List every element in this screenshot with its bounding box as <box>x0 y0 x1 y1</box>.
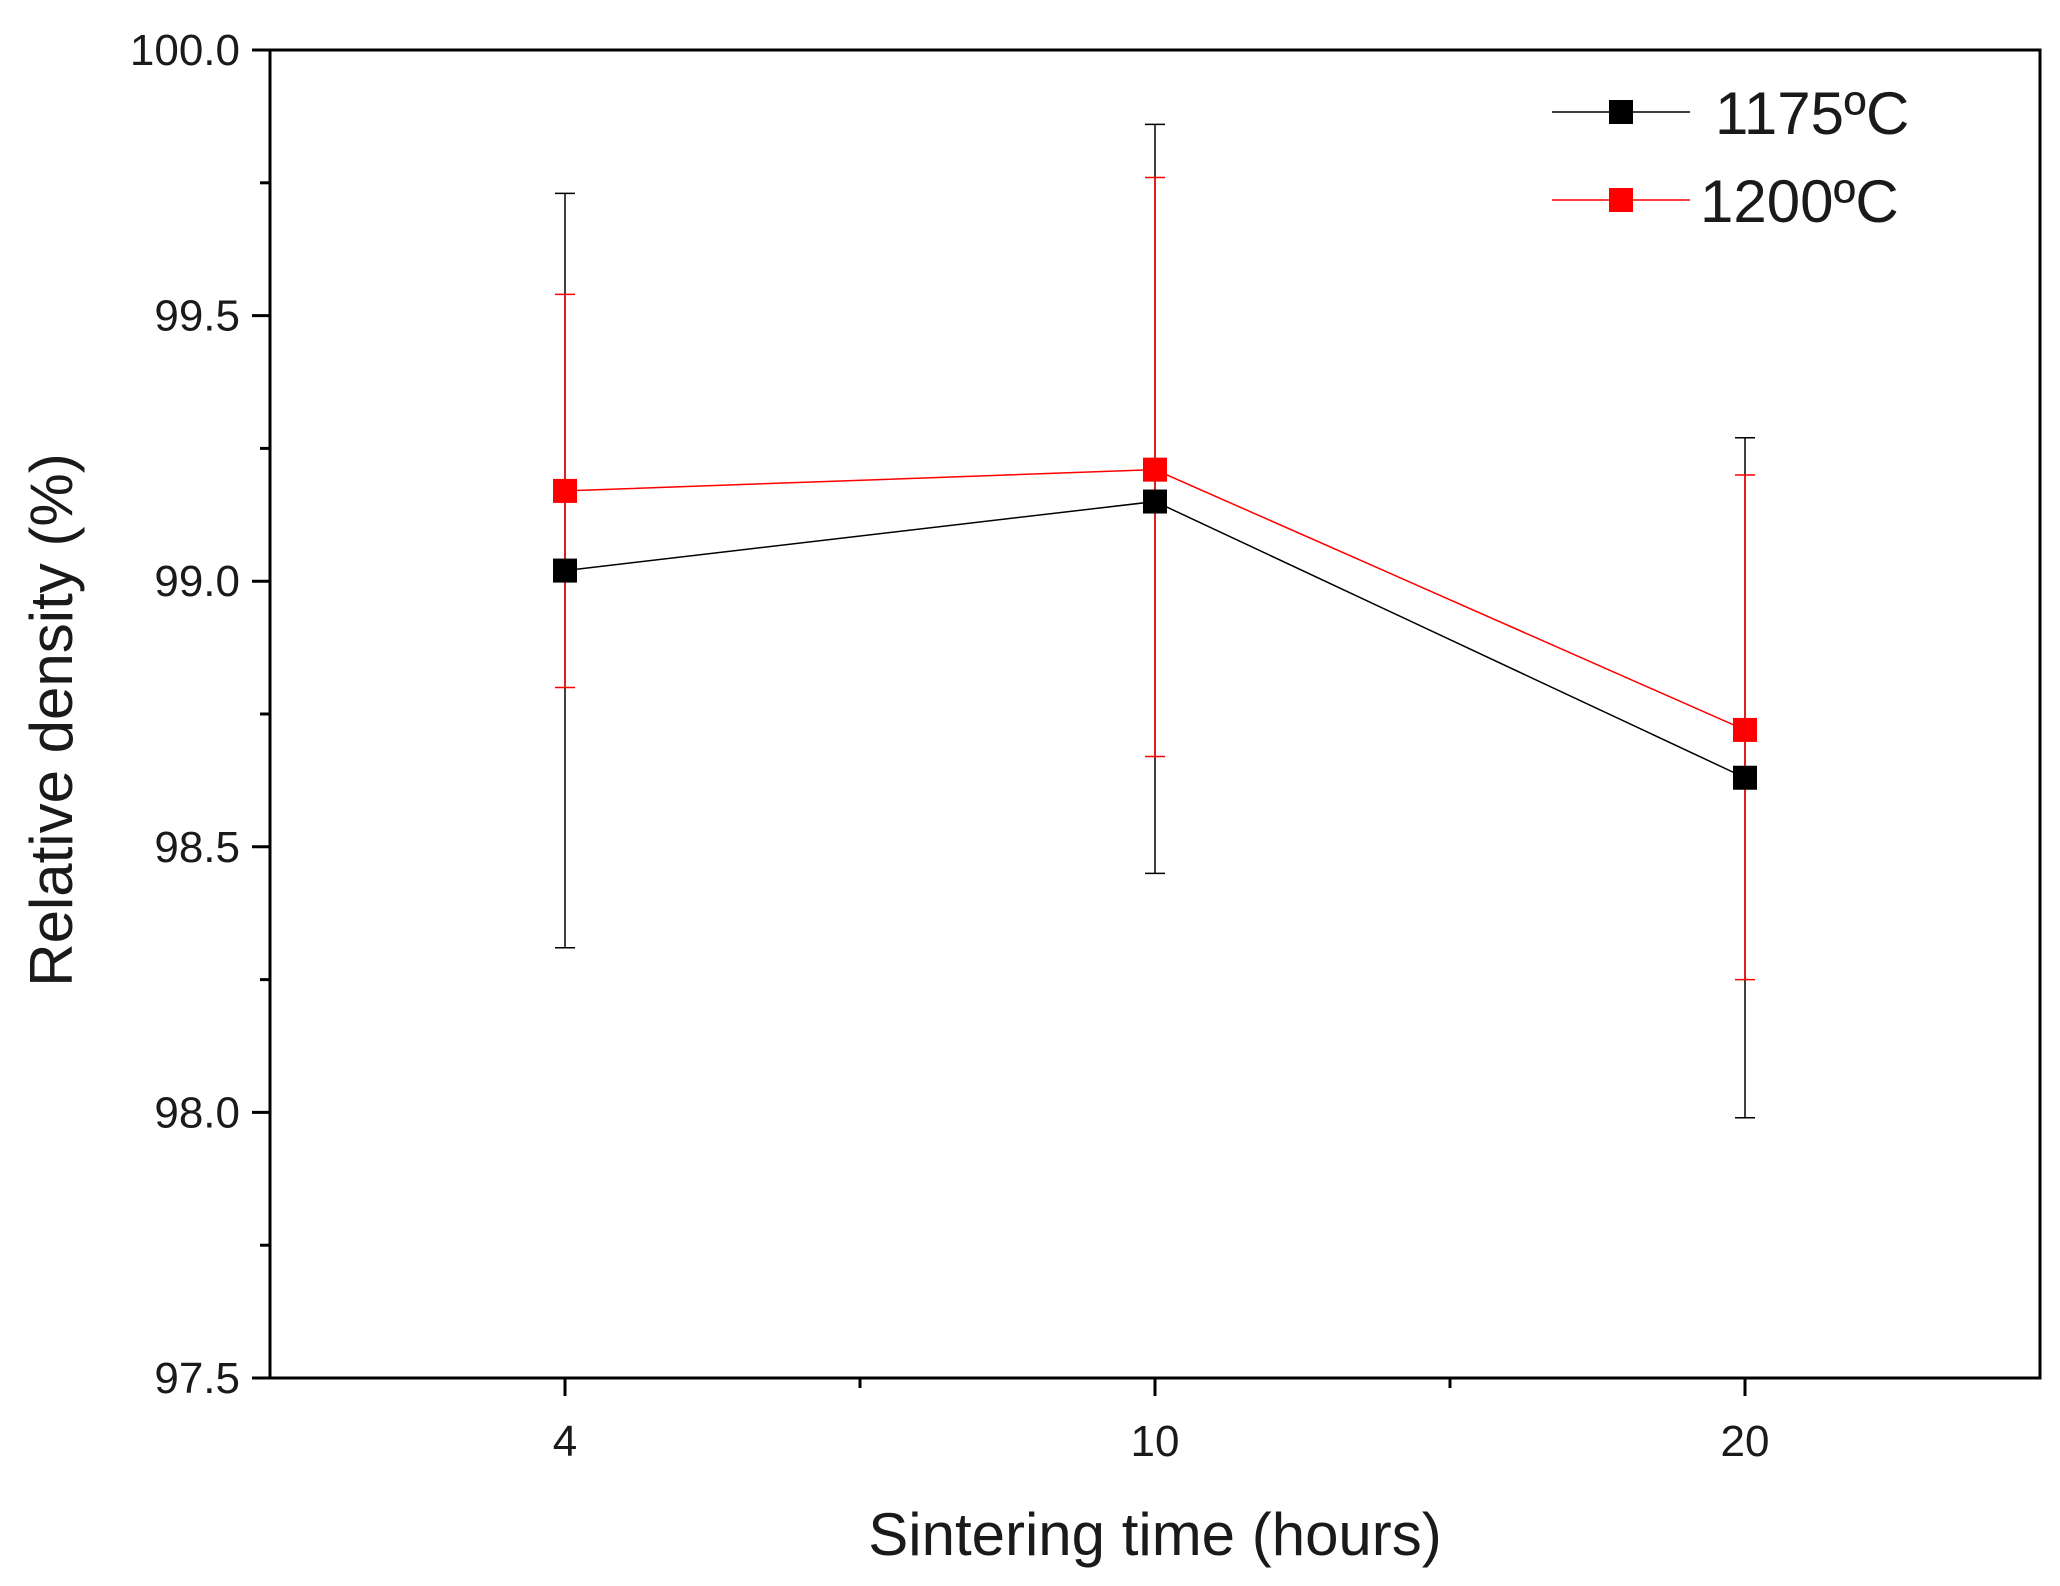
y-tick-label: 100.0 <box>130 26 240 75</box>
x-tick-label: 20 <box>1721 1417 1770 1466</box>
legend-label: 1175ºC <box>1715 80 1909 147</box>
data-point <box>1733 765 1757 790</box>
data-point <box>1733 717 1757 742</box>
y-tick-label: 99.5 <box>154 292 240 341</box>
data-point <box>1143 457 1167 482</box>
legend: 1175ºC 1200ºC <box>1552 80 1909 235</box>
y-axis: 97.5 98.0 98.5 99.0 99.5 100.0 <box>130 26 270 1403</box>
x-tick-label: 10 <box>1131 1417 1180 1466</box>
legend-label: 1200ºC <box>1700 168 1899 235</box>
data-point <box>1143 489 1167 514</box>
x-tick-label: 4 <box>553 1417 577 1466</box>
y-tick-label: 97.5 <box>154 1354 240 1403</box>
data-point <box>553 478 577 503</box>
legend-marker <box>1609 188 1633 212</box>
x-axis-title: Sintering time (hours) <box>868 1501 1442 1568</box>
markers <box>553 457 1757 790</box>
legend-marker <box>1609 100 1633 124</box>
data-point <box>553 558 577 583</box>
y-tick-label: 98.0 <box>154 1088 240 1137</box>
error-bars <box>555 123 1755 1119</box>
y-tick-label: 99.0 <box>154 557 240 606</box>
x-axis: 4 10 20 <box>553 1378 1770 1466</box>
y-tick-label: 98.5 <box>154 823 240 872</box>
y-axis-title: Relative density (%) <box>18 453 85 987</box>
